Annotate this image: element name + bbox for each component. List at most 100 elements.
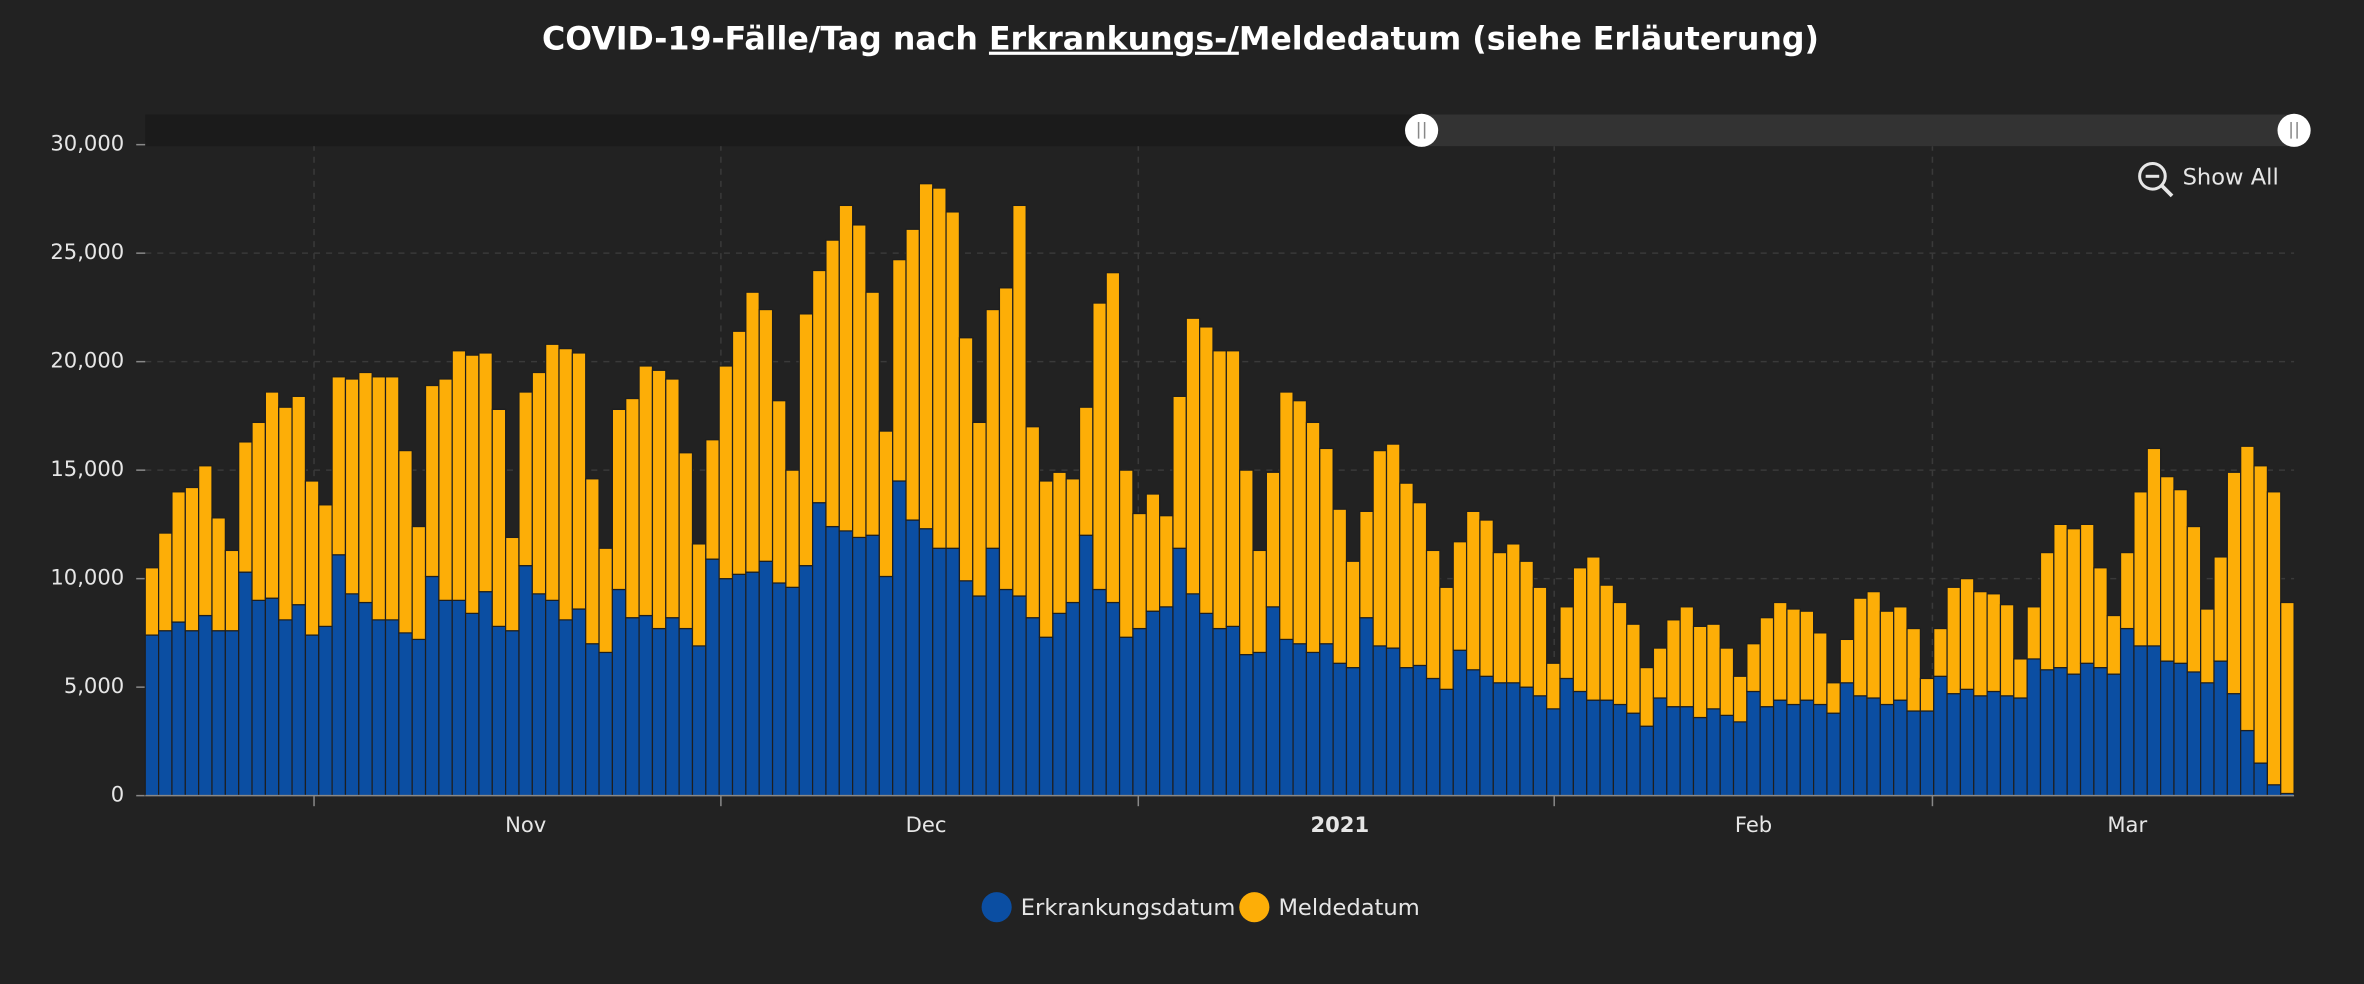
bar-segment <box>1839 682 1855 797</box>
bar-segment <box>1679 706 1695 797</box>
bar-segment <box>1652 647 1668 699</box>
bar-segment <box>771 400 787 584</box>
bar-segment <box>478 352 493 593</box>
bar-segment <box>1532 586 1548 697</box>
bar-segment <box>278 406 293 621</box>
show-all-label[interactable]: Show All <box>2183 164 2279 190</box>
bar-segment <box>478 591 493 797</box>
bar-segment <box>411 525 427 641</box>
bar-segment <box>1986 690 2002 797</box>
bar-segment <box>238 441 253 573</box>
bar-segment <box>358 371 373 604</box>
bar-segment <box>838 204 854 532</box>
bar-segment <box>558 348 573 621</box>
bar-segment <box>705 439 720 560</box>
bar-segment <box>2013 658 2028 699</box>
bar-segment <box>945 211 961 549</box>
bar-segment <box>1906 710 1921 797</box>
bar-segment <box>1786 703 1801 797</box>
bar-segment <box>1759 617 1775 708</box>
bar-segment <box>1732 675 1748 723</box>
bar-segment <box>2146 447 2162 647</box>
bar-segment <box>278 619 293 797</box>
x-tick-label: Nov <box>505 812 546 837</box>
legend-label: Erkrankungsdatum <box>1021 895 1236 921</box>
bar-segment <box>731 330 747 575</box>
bar-segment <box>264 391 280 599</box>
bar-segment <box>918 528 934 797</box>
bar-segment <box>1826 712 1841 797</box>
bar-segment <box>678 452 694 630</box>
bar-segment <box>878 575 894 797</box>
bar-segment <box>1319 643 1334 797</box>
bar-segment <box>518 391 533 567</box>
bar-segment <box>1919 677 1935 712</box>
bar-segment <box>304 634 320 797</box>
bar-segment <box>1465 510 1481 671</box>
bar-segment <box>2226 693 2242 797</box>
bar-segment <box>1812 632 1828 706</box>
bar-segment <box>1332 662 1348 797</box>
bar-segment <box>625 617 640 797</box>
bar-segment <box>1626 623 1641 714</box>
bar-segment <box>1172 547 1187 797</box>
show-all-button[interactable]: Show All <box>2138 161 2279 198</box>
bar-segment <box>1092 302 1107 591</box>
bar-segment <box>424 384 440 578</box>
bar-segment <box>1012 595 1027 797</box>
bar-segment <box>1666 706 1681 797</box>
bar-segment <box>1772 699 1788 797</box>
bar-segment <box>2160 476 2175 662</box>
bar-segment <box>2173 489 2188 664</box>
bar-segment <box>2026 658 2042 797</box>
bar-segment <box>211 517 226 632</box>
title-part: COVID-19-Fälle/Tag nach <box>542 22 989 58</box>
bar-segment <box>1893 606 1908 701</box>
bar-segment <box>1025 617 1041 797</box>
bar-segment <box>1706 623 1721 710</box>
bar-segment <box>1933 675 1948 797</box>
title-link[interactable]: Erkrankungs-/ <box>989 22 1239 58</box>
bar-segment <box>1599 699 1615 797</box>
bar-segment <box>798 313 814 567</box>
bar-segment <box>705 558 720 797</box>
bar-segment <box>1065 478 1081 604</box>
bar-segment <box>2200 608 2215 684</box>
bar-segment <box>1839 638 1855 684</box>
bar-segment <box>1946 586 1962 695</box>
x-tick-label: Mar <box>2107 812 2147 837</box>
bar-segment <box>1933 627 1948 677</box>
bar-segment <box>2213 556 2228 662</box>
bar-segment <box>998 287 1014 591</box>
chart-title: COVID-19-Fälle/Tag nach Erkrankungs-/Mel… <box>542 22 1819 58</box>
bar-segment <box>2200 682 2215 797</box>
bar-segment <box>1105 272 1121 604</box>
bar-segment <box>1866 591 1881 699</box>
bar-segment <box>731 573 747 797</box>
bar-segment <box>1185 317 1201 595</box>
bar-segment <box>1559 606 1574 680</box>
bar-segment <box>865 291 880 536</box>
bar-segment <box>264 597 280 797</box>
y-tick-label: 30,000 <box>50 131 124 156</box>
zoom-icon <box>2138 161 2167 191</box>
bar-segment <box>1012 204 1027 597</box>
bar-segment <box>1759 706 1775 797</box>
bar-segment <box>158 532 173 632</box>
bar-segment <box>905 519 920 797</box>
bar-segment <box>1465 669 1481 797</box>
slider-range[interactable] <box>1421 114 2295 147</box>
bar-segment <box>998 588 1014 797</box>
bar-segment <box>1532 695 1548 797</box>
bar-segment <box>2093 667 2108 797</box>
slider-handle[interactable] <box>2277 113 2311 147</box>
bar-segment <box>2053 523 2068 669</box>
bar-segment <box>1292 400 1308 645</box>
bar-segment <box>291 395 307 606</box>
bar-segment <box>2160 660 2175 797</box>
slider[interactable] <box>145 113 2311 147</box>
bar-segment <box>1279 638 1294 797</box>
slider-handle[interactable] <box>1405 113 1439 147</box>
bar-segment <box>1452 649 1468 797</box>
